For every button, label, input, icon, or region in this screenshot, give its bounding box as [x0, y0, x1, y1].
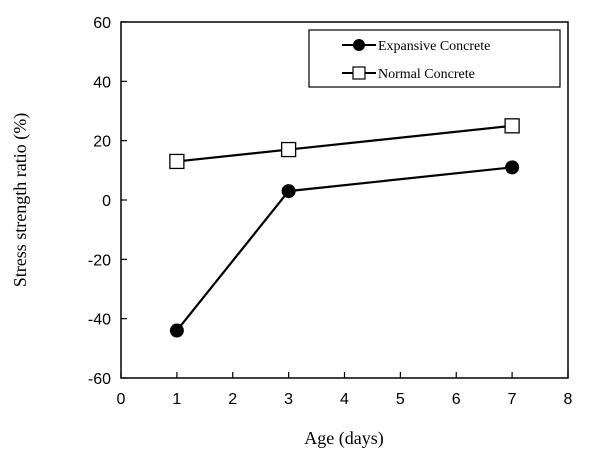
series-layer	[169, 118, 520, 338]
y-tick-label: 20	[93, 134, 111, 151]
data-point-expansive-concrete	[281, 184, 296, 199]
x-tick-label: 6	[452, 391, 461, 408]
data-point-normal-concrete	[169, 153, 185, 170]
y-axis-title: Stress strength ratio (%)	[10, 113, 31, 287]
y-tick-label: 40	[93, 74, 111, 91]
data-point-expansive-concrete	[505, 160, 520, 175]
data-point-normal-concrete	[504, 118, 520, 134]
data-point-normal-concrete	[280, 141, 297, 158]
y-tick-label: 0	[102, 193, 111, 210]
y-tick-label: 60	[93, 15, 111, 32]
legend: Expansive Concrete Normal Concrete	[308, 29, 561, 88]
x-tick-label: 1	[172, 391, 181, 408]
y-tick-label: -60	[88, 371, 111, 388]
x-tick-label: 5	[396, 391, 405, 408]
series-line-normal-concrete	[176, 124, 513, 163]
x-tick-label: 4	[340, 391, 349, 408]
x-tick-label: 7	[508, 391, 517, 408]
series-line-expansive-concrete	[176, 166, 513, 332]
legend-marker-normal	[352, 66, 366, 80]
x-axis-title: Age (days)	[304, 428, 383, 449]
x-axis-ticks: 0 1 2 3 4 5 6 7 8	[117, 372, 573, 408]
legend-label-normal: Normal Concrete	[378, 67, 475, 82]
x-tick-label: 0	[117, 391, 126, 408]
x-tick-label: 2	[228, 391, 237, 408]
y-tick-label: -20	[88, 252, 111, 269]
x-tick-label: 3	[284, 391, 293, 408]
x-tick-label: 8	[564, 391, 573, 408]
legend-marker-expansive	[353, 39, 365, 51]
legend-label-expansive: Expansive Concrete	[378, 39, 490, 54]
y-axis-ticks: -60 -40 -20 0 20 40 60	[88, 15, 127, 388]
y-tick-label: -40	[88, 312, 111, 329]
legend-box	[308, 29, 561, 88]
data-point-expansive-concrete	[169, 323, 184, 338]
